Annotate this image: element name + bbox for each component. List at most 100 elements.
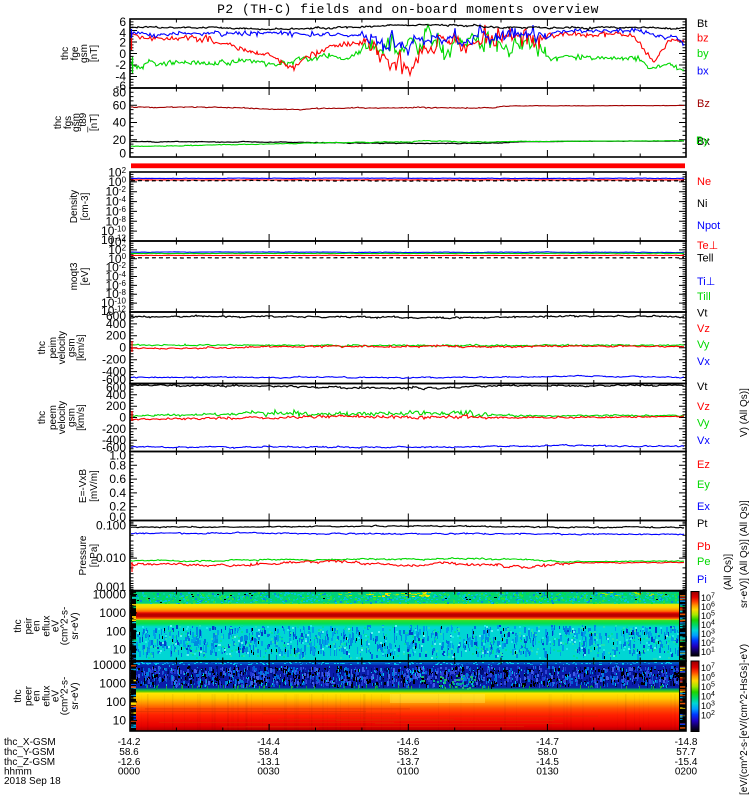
svg-text:2: 2 xyxy=(711,710,715,717)
svg-text:0.100: 0.100 xyxy=(96,518,126,532)
svg-text:peer: peer xyxy=(24,685,35,706)
svg-text:-600: -600 xyxy=(102,441,126,455)
svg-text:4: 4 xyxy=(122,236,127,245)
svg-text:10: 10 xyxy=(701,701,711,711)
svg-text:Vx: Vx xyxy=(697,435,710,447)
svg-text:10: 10 xyxy=(113,643,127,657)
svg-text:fge: fge xyxy=(70,46,81,60)
svg-text:3: 3 xyxy=(711,629,715,636)
svg-text:peem: peem xyxy=(48,405,59,430)
svg-text:-400: -400 xyxy=(102,365,126,379)
svg-text:0: 0 xyxy=(122,175,127,184)
svg-text:58.4: 58.4 xyxy=(259,747,279,758)
svg-text:0000: 0000 xyxy=(118,767,141,778)
svg-text:E=-VxB: E=-VxB xyxy=(78,469,89,504)
svg-text:2018 Sep 18: 2018 Sep 18 xyxy=(4,776,61,787)
svg-text:By: By xyxy=(696,135,709,147)
svg-text:-12: -12 xyxy=(114,305,126,314)
svg-text:en: en xyxy=(32,690,43,701)
svg-text:10: 10 xyxy=(108,166,122,180)
svg-text:(cm^2-s-: (cm^2-s- xyxy=(60,677,71,716)
svg-text:-10: -10 xyxy=(114,297,126,306)
svg-text:4: 4 xyxy=(119,26,126,40)
svg-text:58.2: 58.2 xyxy=(398,747,418,758)
svg-text:Ti⊥: Ti⊥ xyxy=(697,276,715,288)
svg-text:-4: -4 xyxy=(115,70,126,84)
svg-text:0.4: 0.4 xyxy=(109,486,126,500)
svg-text:4: 4 xyxy=(711,620,715,627)
svg-text:10: 10 xyxy=(701,647,711,657)
svg-text:57.7: 57.7 xyxy=(676,747,696,758)
svg-text:0.8: 0.8 xyxy=(109,458,126,472)
svg-text:2: 2 xyxy=(122,166,127,175)
svg-text:Ex: Ex xyxy=(697,501,710,513)
svg-text:Density: Density xyxy=(69,190,80,223)
svg-text:200: 200 xyxy=(106,399,126,413)
svg-text:Bz: Bz xyxy=(697,98,710,110)
svg-text:10: 10 xyxy=(105,261,119,275)
svg-text:10: 10 xyxy=(701,611,711,621)
svg-text:10: 10 xyxy=(113,713,127,727)
svg-text:Tell: Tell xyxy=(697,253,714,265)
svg-text:60: 60 xyxy=(113,98,127,112)
svg-text:58.6: 58.6 xyxy=(119,747,139,758)
svg-text:6: 6 xyxy=(711,672,715,679)
svg-text:-10: -10 xyxy=(114,225,126,234)
svg-text:-14.2: -14.2 xyxy=(118,737,141,748)
svg-text:-6: -6 xyxy=(119,279,127,288)
svg-text:thc_Z-GSM: thc_Z-GSM xyxy=(4,757,55,768)
svg-text:200: 200 xyxy=(106,329,126,343)
svg-text:-8: -8 xyxy=(119,215,127,224)
svg-text:0: 0 xyxy=(119,147,126,161)
svg-text:P2 (TH-C) fields and on-board: P2 (TH-C) fields and on-board moments ov… xyxy=(217,2,599,17)
svg-text:-15.4: -15.4 xyxy=(675,757,698,768)
svg-text:0.0: 0.0 xyxy=(109,510,126,524)
svg-text:7: 7 xyxy=(711,663,715,670)
svg-text:1: 1 xyxy=(711,647,715,654)
svg-text:Ne: Ne xyxy=(697,176,711,188)
svg-text:10: 10 xyxy=(101,296,115,310)
svg-text:fgs: fgs xyxy=(63,116,74,129)
svg-text:10: 10 xyxy=(101,304,115,318)
svg-text:-4: -4 xyxy=(119,195,127,204)
svg-text:-12: -12 xyxy=(114,234,126,243)
svg-text:5: 5 xyxy=(711,682,715,689)
svg-text:Te⊥: Te⊥ xyxy=(697,240,718,252)
svg-text:-6: -6 xyxy=(115,79,126,93)
svg-text:10: 10 xyxy=(101,224,115,238)
svg-text:eV: eV xyxy=(51,620,62,633)
svg-text:sr-eV): sr-eV) xyxy=(70,682,81,709)
svg-text:Vx: Vx xyxy=(697,356,710,368)
svg-text:Ez: Ez xyxy=(697,459,710,471)
svg-text:[km/s]: [km/s] xyxy=(76,334,87,361)
svg-text:10: 10 xyxy=(701,673,711,683)
svg-text:thc_Y-GSM: thc_Y-GSM xyxy=(4,747,55,758)
svg-text:10: 10 xyxy=(105,204,119,218)
svg-text:2: 2 xyxy=(122,243,127,252)
svg-text:40: 40 xyxy=(113,116,127,130)
svg-text:600: 600 xyxy=(106,309,126,323)
svg-text:Pe: Pe xyxy=(697,556,710,568)
svg-text:10: 10 xyxy=(105,214,119,228)
svg-text:[eV]: [eV] xyxy=(80,267,91,285)
svg-text:0.001: 0.001 xyxy=(96,580,126,594)
svg-text:10: 10 xyxy=(108,235,122,249)
svg-text:-14.6: -14.6 xyxy=(397,737,420,748)
svg-text:Npot: Npot xyxy=(697,220,720,232)
svg-text:sr-eV)] (All Qs)] (All Qs)]: sr-eV)] (All Qs)] (All Qs)] xyxy=(739,500,750,608)
svg-text:10: 10 xyxy=(101,233,115,247)
svg-text:0: 0 xyxy=(119,411,126,425)
svg-text:velocity: velocity xyxy=(57,331,68,364)
svg-text:thc_X-GSM: thc_X-GSM xyxy=(4,737,56,748)
svg-text:10: 10 xyxy=(105,185,119,199)
svg-text:peim: peim xyxy=(48,337,59,359)
svg-text:100: 100 xyxy=(106,624,126,638)
svg-text:600: 600 xyxy=(106,381,126,395)
svg-text:-2: -2 xyxy=(115,58,126,72)
svg-text:400: 400 xyxy=(106,317,126,331)
svg-text:moqt3: moqt3 xyxy=(69,262,80,290)
svg-text:[cm-3]: [cm-3] xyxy=(80,192,91,220)
svg-text:eV: eV xyxy=(51,690,62,703)
svg-text:sr-eV): sr-eV) xyxy=(70,612,81,639)
svg-text:1000: 1000 xyxy=(99,676,126,690)
